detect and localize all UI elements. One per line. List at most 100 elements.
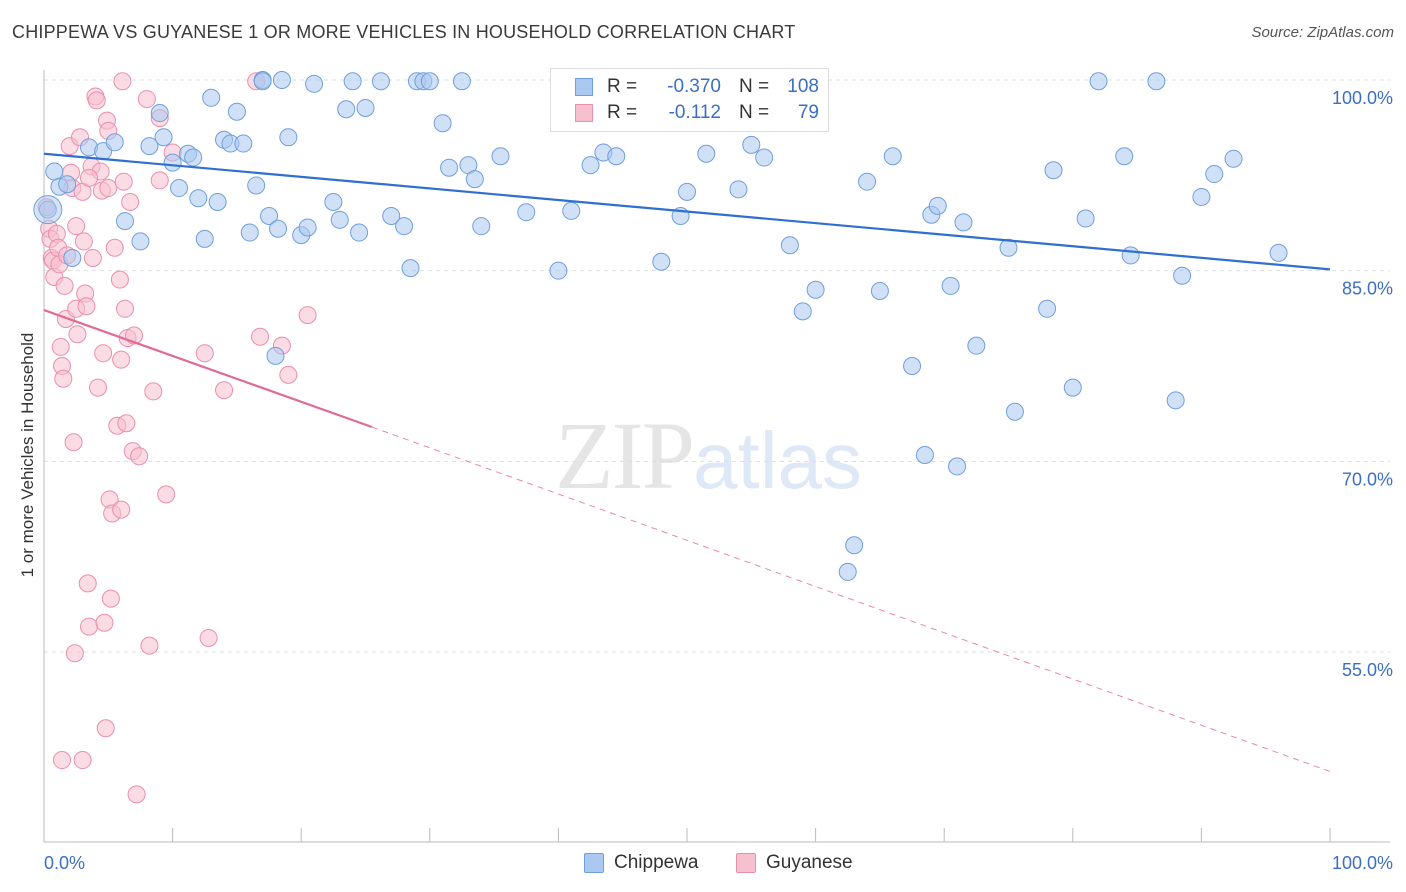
guyanese-point	[112, 350, 131, 369]
guyanese-point	[51, 337, 70, 356]
guyanese-point	[150, 171, 169, 190]
chippewa-point	[330, 210, 349, 229]
guyanese-point	[127, 785, 146, 804]
chippewa-point	[581, 156, 600, 175]
guyanese-point	[113, 72, 132, 91]
chippewa-point	[208, 193, 227, 212]
guyanese-point	[112, 500, 131, 519]
guyanese-point	[114, 172, 133, 191]
chippewa-point	[401, 259, 420, 278]
chippewa-point	[140, 137, 159, 156]
chippewa-point	[343, 72, 362, 91]
chippewa-point	[1147, 72, 1166, 91]
chippewa-point	[1044, 161, 1063, 180]
chippewa-point	[941, 276, 960, 295]
chippewa-point	[350, 223, 369, 242]
x-tick-label: 100.0%	[1332, 853, 1393, 873]
guyanese-point	[55, 276, 74, 295]
chippewa-point	[272, 71, 291, 89]
guyanese-point	[67, 217, 86, 236]
trend-lines	[43, 152, 1331, 772]
chippewa-point	[729, 180, 748, 199]
chippewa-point	[189, 189, 208, 208]
chippewa-point	[954, 213, 973, 232]
legend-n-value: 108	[787, 76, 819, 97]
guyanese-point	[121, 193, 140, 212]
legend-swatch-guyanese	[736, 853, 756, 873]
chippewa-point	[1115, 147, 1134, 166]
chippewa-point	[793, 302, 812, 321]
chippewa-point	[452, 72, 471, 91]
guyanese-point	[80, 617, 99, 636]
guyanese-point	[74, 232, 93, 251]
chippewa-point	[755, 148, 774, 167]
legend-label-guyanese: Guyanese	[766, 852, 853, 873]
guyanese-point	[73, 751, 92, 770]
chippewa-point	[163, 153, 182, 172]
chippewa-point	[838, 562, 857, 581]
chippewa-point	[1121, 246, 1140, 265]
guyanese-point	[101, 589, 120, 608]
y-axis-label: 1 or more Vehicles in Household	[18, 332, 37, 578]
legend-row-guyanese: R = -0.112 N = 79	[575, 100, 819, 126]
y-tick-label: 55.0%	[1342, 660, 1393, 680]
chippewa-point	[517, 203, 536, 222]
chippewa-point	[202, 88, 221, 107]
chippewa-point	[105, 133, 124, 152]
guyanese-point	[78, 574, 97, 593]
chippewa-point	[184, 148, 203, 167]
chippewa-point	[337, 100, 356, 119]
chippewa-point	[928, 196, 947, 215]
chippewa-point	[227, 102, 246, 121]
chippewa-point	[266, 346, 285, 365]
legend-n-label: N =	[739, 102, 770, 123]
chippewa-point	[395, 217, 414, 236]
legend-swatch-guyanese	[575, 104, 593, 122]
chippewa-point	[607, 147, 626, 166]
chippewa-point	[948, 457, 967, 476]
chippewa-point	[491, 147, 510, 166]
chippewa-point	[562, 201, 581, 220]
chippewa-point	[356, 98, 375, 117]
chippewa-point	[858, 172, 877, 191]
x-tick-label: 0.0%	[44, 853, 85, 873]
guyanese-point	[105, 238, 124, 257]
chippewa-point	[1205, 165, 1224, 184]
chippewa-point	[1224, 149, 1243, 168]
chippewa-point	[247, 176, 266, 195]
chippewa-point	[678, 182, 696, 201]
legend-n-value: 79	[797, 102, 819, 123]
guyanese-point	[117, 414, 136, 433]
chippewa-point	[279, 128, 298, 147]
legend-swatch-chippewa	[584, 853, 604, 873]
guyanese-trend-line	[43, 309, 373, 429]
guyanese-point	[251, 327, 270, 346]
chippewa-point	[170, 179, 189, 198]
legend-item-chippewa: Chippewa	[584, 852, 699, 874]
chippewa-point	[63, 248, 82, 267]
chippewa-point	[195, 229, 214, 248]
chippewa-point	[1166, 391, 1185, 410]
guyanese-point	[110, 270, 129, 289]
guyanese-point	[157, 485, 176, 504]
watermark: ZIPatlas	[555, 400, 862, 511]
chippewa-point	[298, 218, 317, 237]
guyanese-point	[77, 297, 96, 316]
chippewa-point	[269, 219, 288, 238]
chippewa-point	[58, 175, 77, 194]
guyanese-point	[83, 248, 102, 267]
legend-r-label: R =	[607, 102, 638, 123]
chart-source: Source: ZipAtlas.com	[1251, 24, 1394, 41]
guyanese-point	[53, 751, 72, 770]
legend-item-guyanese: Guyanese	[736, 852, 853, 874]
guyanese-point	[87, 91, 106, 110]
chippewa-point	[1063, 378, 1082, 397]
chippewa-point	[45, 162, 64, 181]
tick-labels: 100.0% 85.0% 70.0% 55.0% 0.0% 100.0%	[44, 88, 1393, 873]
guyanese-point	[65, 644, 84, 663]
chippewa-point	[150, 104, 169, 123]
watermark-atlas: atlas	[693, 416, 862, 505]
chippewa-point	[420, 72, 439, 91]
chippewa-point	[697, 144, 716, 163]
chippewa-point	[240, 223, 259, 242]
